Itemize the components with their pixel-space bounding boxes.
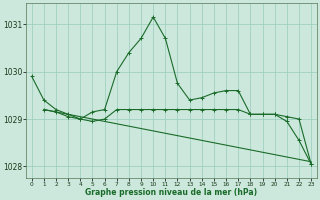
X-axis label: Graphe pression niveau de la mer (hPa): Graphe pression niveau de la mer (hPa)	[85, 188, 258, 197]
